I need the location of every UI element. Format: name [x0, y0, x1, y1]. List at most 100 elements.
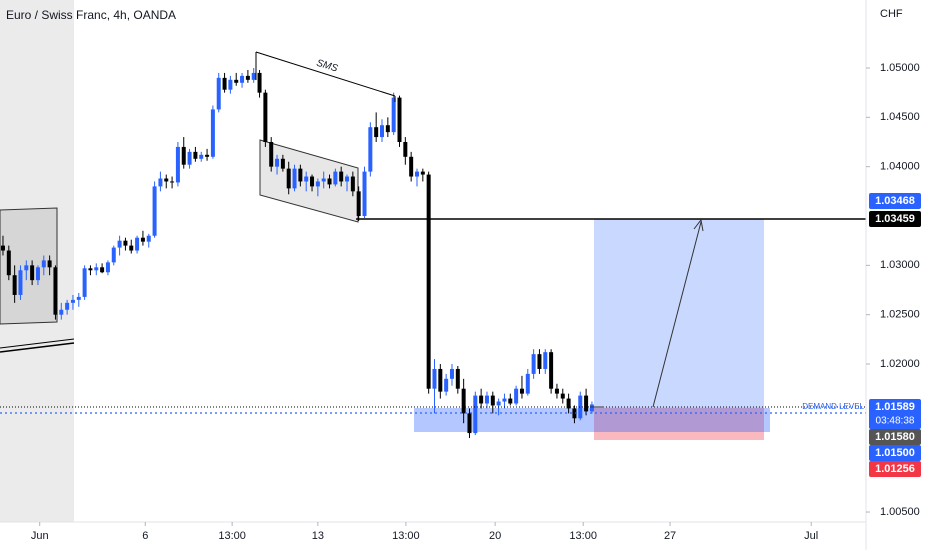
trend-line	[0, 342, 75, 353]
candle-body	[123, 240, 128, 246]
candle-body	[467, 413, 472, 434]
x-tick-label: 13:00	[392, 530, 420, 542]
candle-body	[164, 178, 169, 182]
candle-body	[543, 352, 548, 369]
candle-body	[76, 296, 81, 300]
candle-body	[199, 154, 204, 159]
session-shade	[0, 0, 74, 522]
candle-body	[578, 395, 583, 419]
candle-body	[531, 354, 536, 374]
candle-body	[251, 72, 256, 80]
candle-body	[315, 181, 320, 187]
x-tick-label: 13:00	[569, 530, 597, 542]
price-label: 1.03468	[875, 195, 915, 207]
candle-body	[496, 401, 501, 406]
candle-body	[455, 368, 460, 389]
chart-title: Euro / Swiss Franc, 4h, OANDA	[6, 8, 176, 22]
candle-body	[327, 178, 332, 185]
candle-body	[263, 92, 268, 142]
price-label-bg	[869, 193, 921, 209]
x-tick-label: 13:00	[218, 530, 246, 542]
candle-body	[216, 77, 221, 110]
price-label-bg	[869, 429, 921, 445]
candle-body	[420, 171, 425, 175]
candle-body	[0, 245, 5, 251]
candle-body	[18, 270, 23, 295]
y-tick-label: 1.03000	[880, 259, 920, 271]
candle-body	[444, 378, 449, 392]
candle-body	[479, 395, 484, 404]
candle-body	[240, 75, 245, 83]
candle-body	[397, 97, 402, 142]
candle-body	[146, 235, 151, 242]
candle-body	[362, 171, 367, 217]
candle-body	[65, 302, 70, 310]
candle-body	[280, 158, 285, 169]
candle-body	[12, 275, 17, 295]
candle-body	[525, 373, 530, 394]
candle-body	[193, 151, 198, 159]
candle-body	[286, 168, 291, 189]
price-label: 1.01580	[875, 431, 915, 443]
candle-body	[228, 79, 233, 90]
candle-body	[41, 260, 46, 268]
candle-body	[117, 240, 122, 248]
candle-body	[129, 245, 134, 251]
price-label-bg	[869, 461, 921, 477]
candle-body	[449, 368, 454, 379]
candle-body	[310, 176, 315, 187]
x-tick-label: 20	[489, 530, 501, 542]
candle-body	[94, 267, 99, 271]
candle-body	[403, 141, 408, 157]
candle-body	[584, 395, 589, 412]
candle-body	[111, 247, 116, 263]
price-label: 1.01256	[875, 463, 915, 475]
price-label: 1.01500	[875, 447, 915, 459]
sms-line	[255, 51, 396, 97]
candle-body	[537, 354, 542, 369]
candle-body	[385, 125, 390, 133]
candle-body	[82, 268, 87, 297]
candle-body	[222, 77, 227, 90]
price-label-bg	[869, 211, 921, 227]
candle-body	[461, 388, 466, 414]
candle-body	[432, 368, 437, 389]
candle-body	[135, 237, 140, 251]
y-tick-label: 1.04500	[880, 111, 920, 123]
candle-body	[566, 398, 571, 409]
candle-body	[298, 168, 303, 182]
candle-body	[181, 146, 186, 165]
candle-body	[88, 268, 93, 271]
candle-body	[70, 299, 75, 303]
y-tick-label: 1.02500	[880, 309, 920, 321]
candle-body	[374, 127, 379, 138]
x-tick-label: 13	[312, 530, 324, 542]
candle-body	[205, 154, 210, 157]
trend-line	[0, 338, 75, 349]
candle-body	[170, 181, 175, 183]
candle-body	[519, 388, 524, 394]
candle-body	[502, 398, 507, 402]
candle-body	[158, 178, 163, 187]
currency: CHF	[880, 8, 903, 20]
candle-body	[187, 151, 192, 165]
candle-body	[6, 250, 11, 276]
candle-body	[554, 388, 559, 394]
candle-body	[508, 398, 513, 404]
candle-body	[473, 395, 478, 434]
x-tick-label: Jun	[31, 530, 49, 542]
candle-body	[53, 267, 58, 315]
target-zone	[594, 219, 764, 407]
y-tick-label: 1.05000	[880, 62, 920, 74]
price-label: 1.03459	[875, 213, 915, 225]
candle-body	[484, 395, 489, 404]
price-label: 1.01589	[875, 401, 915, 413]
candle-body	[414, 171, 419, 177]
candle-body	[345, 176, 350, 182]
candle-body	[490, 395, 495, 406]
candle-body	[438, 368, 443, 392]
candle-body	[210, 109, 215, 157]
candle-body	[24, 265, 29, 271]
price-label-bg	[869, 399, 921, 429]
